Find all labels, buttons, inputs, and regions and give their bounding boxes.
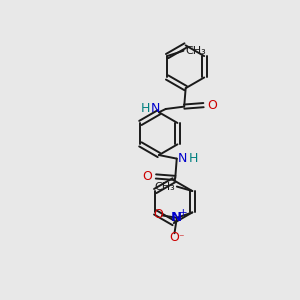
Text: O: O xyxy=(154,208,164,221)
Text: CH₃: CH₃ xyxy=(185,46,206,56)
Text: H: H xyxy=(189,152,199,165)
Text: O: O xyxy=(142,170,152,183)
Text: CH₃: CH₃ xyxy=(154,182,176,192)
Text: H: H xyxy=(141,102,150,115)
Text: ⁻: ⁻ xyxy=(178,234,184,244)
Text: N: N xyxy=(171,211,182,224)
Text: N: N xyxy=(178,152,188,165)
Text: N: N xyxy=(151,102,160,115)
Text: +: + xyxy=(179,208,188,218)
Text: O: O xyxy=(207,99,217,112)
Text: O: O xyxy=(169,232,179,244)
